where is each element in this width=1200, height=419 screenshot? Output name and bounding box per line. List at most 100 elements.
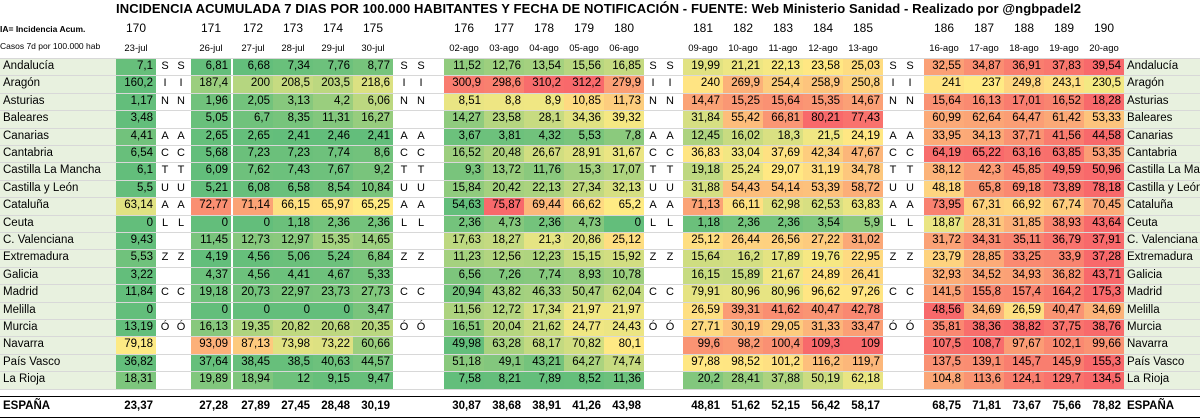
table-cell: 48,18 bbox=[924, 179, 964, 198]
table-cell: 6,68 bbox=[233, 58, 273, 76]
weekend-marker: U bbox=[400, 181, 408, 194]
row-label: Andalucía bbox=[0, 58, 116, 76]
table-cell: 53,39 bbox=[803, 179, 843, 198]
weekend-marker: A bbox=[417, 199, 425, 212]
table-cell: 29,07 bbox=[763, 162, 803, 180]
table-cell: 38,91 bbox=[532, 400, 561, 412]
table-cell: 32,13 bbox=[604, 179, 644, 198]
column-date: 05-ago bbox=[569, 43, 599, 54]
table-cell: 7,1 bbox=[116, 58, 156, 76]
row-divider bbox=[0, 162, 1200, 164]
table-cell: 9,15 bbox=[313, 371, 353, 389]
table-cell: 31,85 bbox=[1004, 214, 1044, 232]
table-cell: 50,19 bbox=[803, 371, 843, 389]
table-cell: 5,33 bbox=[353, 266, 393, 285]
table-cell: 15,84 bbox=[444, 179, 484, 198]
table-cell: 44,57 bbox=[353, 353, 393, 372]
table-cell: 73,67 bbox=[1012, 400, 1041, 412]
table-cell: 11,52 bbox=[444, 58, 484, 76]
row-label-right: Aragón bbox=[1124, 75, 1200, 93]
table-cell: 13,54 bbox=[524, 58, 564, 76]
column-date: 13-ago bbox=[848, 43, 878, 54]
table-cell: 24,43 bbox=[604, 319, 644, 337]
weekend-marker: C bbox=[666, 286, 674, 299]
column-number: 190 bbox=[1093, 21, 1115, 35]
table-cell: 21,62 bbox=[524, 319, 564, 337]
table-cell: 62,64 bbox=[964, 110, 1004, 128]
table-cell: 16,15 bbox=[683, 266, 723, 285]
column-date: 06-ago bbox=[609, 43, 639, 54]
table-cell: 41,26 bbox=[572, 400, 601, 412]
table-cell: 47,67 bbox=[843, 145, 883, 163]
row-divider bbox=[0, 371, 1200, 373]
table-cell: 5,24 bbox=[313, 249, 353, 267]
row-label: Melilla bbox=[0, 301, 116, 319]
column-number: 183 bbox=[772, 21, 794, 35]
table-cell: 7,67 bbox=[313, 162, 353, 180]
table-cell: 66,92 bbox=[1004, 197, 1044, 215]
table-cell: 164,2 bbox=[1044, 284, 1084, 302]
table-cell: 27,89 bbox=[241, 400, 270, 412]
weekend-marker: N bbox=[177, 94, 185, 107]
table-cell: 24,19 bbox=[843, 127, 883, 145]
weekend-marker: A bbox=[906, 129, 914, 142]
table-cell: 12 bbox=[273, 371, 313, 389]
table-cell: 4,2 bbox=[313, 92, 353, 111]
weekend-marker: A bbox=[649, 199, 657, 212]
table-cell: 38,68 bbox=[492, 400, 521, 412]
row-label-right: Cantabria bbox=[1124, 145, 1200, 163]
table-cell: 50,47 bbox=[564, 284, 604, 302]
table-cell: 62,53 bbox=[803, 197, 843, 215]
table-cell: 15,35 bbox=[313, 232, 353, 250]
table-cell: 34,93 bbox=[1004, 266, 1044, 285]
table-cell: 2,41 bbox=[273, 127, 313, 145]
row-label-right: Melilla bbox=[1124, 301, 1200, 319]
table-cell: 38,36 bbox=[964, 319, 1004, 337]
column-number: 184 bbox=[812, 21, 834, 35]
weekend-marker: S bbox=[889, 60, 897, 72]
weekend-marker: A bbox=[889, 199, 897, 212]
table-cell: 31,19 bbox=[803, 162, 843, 180]
table-cell: 17,34 bbox=[524, 301, 564, 319]
row-label: ESPAÑA bbox=[0, 398, 116, 416]
table-cell: 63,16 bbox=[1004, 145, 1044, 163]
table-cell: 108,7 bbox=[964, 336, 1004, 354]
weekend-marker: N bbox=[666, 94, 674, 107]
table-cell: 23,58 bbox=[484, 110, 524, 128]
weekend-marker: I bbox=[179, 77, 183, 90]
table-cell: 36,79 bbox=[1044, 232, 1084, 250]
row-label-right: La Rioja bbox=[1124, 371, 1200, 389]
table-cell: 20,35 bbox=[353, 319, 393, 337]
table-cell: 5,05 bbox=[191, 110, 231, 128]
table-cell: 97,67 bbox=[1004, 336, 1044, 354]
table-cell: 33,9 bbox=[1044, 249, 1084, 267]
table-cell: 119,7 bbox=[843, 353, 883, 372]
table-cell: 16,13 bbox=[191, 319, 231, 337]
table-cell: 4,41 bbox=[116, 127, 156, 145]
table-cell: 11,23 bbox=[444, 249, 484, 267]
table-cell: 3,67 bbox=[444, 127, 484, 145]
column-number: 177 bbox=[493, 21, 515, 35]
table-cell: 25,12 bbox=[683, 232, 723, 250]
column-date: 19-ago bbox=[1049, 43, 1079, 54]
table-cell: 34,69 bbox=[1084, 301, 1124, 319]
table-cell: 20,48 bbox=[484, 145, 524, 163]
row-label-right: Baleares bbox=[1124, 110, 1200, 128]
table-cell: 93,09 bbox=[191, 336, 231, 354]
row-label: C. Valenciana bbox=[0, 232, 116, 250]
table-cell: 25,03 bbox=[843, 58, 883, 76]
table-cell: 50,96 bbox=[1084, 162, 1124, 180]
table-cell: 73,22 bbox=[313, 336, 353, 354]
row-label: Extremadura bbox=[0, 249, 116, 267]
column-date: 28-jul bbox=[281, 43, 305, 54]
table-cell: 80,21 bbox=[803, 110, 843, 128]
weekend-marker: S bbox=[417, 60, 425, 72]
table-cell: 43,21 bbox=[524, 353, 564, 372]
table-cell: 2,36 bbox=[763, 214, 803, 232]
table-cell: 20,82 bbox=[273, 319, 313, 337]
table-cell: 75,66 bbox=[1052, 400, 1081, 412]
table-cell: 70,45 bbox=[1084, 197, 1124, 215]
weekend-marker: L bbox=[666, 216, 674, 229]
table-cell: 208,5 bbox=[273, 75, 313, 93]
table-cell: 2,41 bbox=[353, 127, 393, 145]
